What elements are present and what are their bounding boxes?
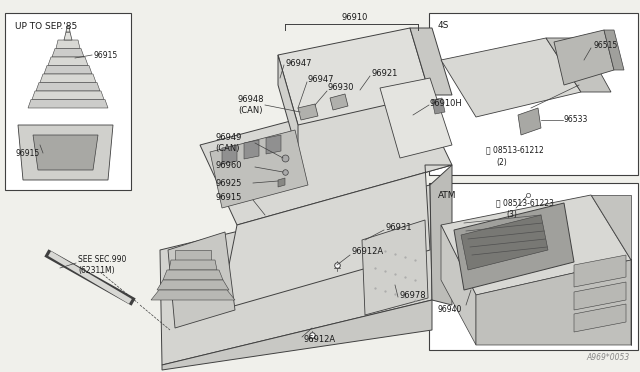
Polygon shape <box>432 98 445 114</box>
Text: 96925: 96925 <box>215 179 241 187</box>
Polygon shape <box>40 74 96 83</box>
Polygon shape <box>454 203 574 290</box>
Polygon shape <box>220 165 452 310</box>
Text: 4S: 4S <box>438 20 449 29</box>
Text: (62311M): (62311M) <box>78 266 115 275</box>
Text: 96915: 96915 <box>93 51 117 60</box>
Text: 96910: 96910 <box>342 13 368 22</box>
Text: (CAN): (CAN) <box>215 144 239 153</box>
Text: A969*0053: A969*0053 <box>587 353 630 362</box>
Polygon shape <box>441 195 631 295</box>
Text: 96921: 96921 <box>372 68 398 77</box>
Polygon shape <box>169 260 217 270</box>
Polygon shape <box>604 30 624 70</box>
Polygon shape <box>441 38 581 117</box>
Polygon shape <box>476 260 631 345</box>
Polygon shape <box>518 108 541 135</box>
Text: 96915: 96915 <box>15 148 39 157</box>
Polygon shape <box>28 99 108 108</box>
Text: 96910H: 96910H <box>430 99 463 108</box>
Polygon shape <box>574 304 626 332</box>
Text: ATM: ATM <box>438 190 456 199</box>
Polygon shape <box>362 220 428 315</box>
Polygon shape <box>546 38 611 92</box>
Text: 96978: 96978 <box>400 291 427 299</box>
Polygon shape <box>52 48 84 57</box>
Text: 96960: 96960 <box>215 160 241 170</box>
Polygon shape <box>160 185 432 365</box>
Polygon shape <box>574 255 626 287</box>
Polygon shape <box>574 282 626 310</box>
Polygon shape <box>278 55 298 155</box>
Text: 96515: 96515 <box>593 41 617 49</box>
Bar <box>5 13 131 190</box>
Text: 96533: 96533 <box>564 115 588 125</box>
Text: 96912A: 96912A <box>352 247 384 257</box>
Polygon shape <box>64 32 72 40</box>
Polygon shape <box>330 94 348 110</box>
Polygon shape <box>44 65 92 74</box>
Polygon shape <box>244 140 259 159</box>
Bar <box>429 183 638 350</box>
Polygon shape <box>157 280 229 290</box>
Text: 96947: 96947 <box>285 58 312 67</box>
Polygon shape <box>210 130 308 208</box>
Text: 96949: 96949 <box>215 134 241 142</box>
Text: (3): (3) <box>506 209 517 218</box>
Text: 96940: 96940 <box>438 305 462 314</box>
Polygon shape <box>162 300 432 370</box>
Polygon shape <box>298 104 318 120</box>
Polygon shape <box>410 28 452 95</box>
Text: 96948: 96948 <box>238 96 264 105</box>
Polygon shape <box>36 83 100 91</box>
Text: UP TO SEP.'85: UP TO SEP.'85 <box>15 22 77 31</box>
Text: 96915: 96915 <box>215 193 241 202</box>
Polygon shape <box>66 26 70 32</box>
Polygon shape <box>32 91 104 99</box>
Polygon shape <box>18 125 113 180</box>
Polygon shape <box>430 165 452 305</box>
Polygon shape <box>278 28 430 125</box>
Text: 96947: 96947 <box>308 76 335 84</box>
Text: Ⓢ 08513-61212: Ⓢ 08513-61212 <box>486 145 544 154</box>
Polygon shape <box>380 78 452 158</box>
Text: (2): (2) <box>496 157 507 167</box>
Text: (CAN): (CAN) <box>238 106 262 115</box>
Polygon shape <box>175 250 211 260</box>
Text: 96912A: 96912A <box>304 336 336 344</box>
Polygon shape <box>56 40 80 48</box>
Polygon shape <box>163 270 223 280</box>
Text: SEE SEC.990: SEE SEC.990 <box>78 256 126 264</box>
Polygon shape <box>266 135 281 154</box>
Polygon shape <box>48 57 88 65</box>
Text: Ⓢ 08513-61223: Ⓢ 08513-61223 <box>496 199 554 208</box>
Polygon shape <box>441 225 476 345</box>
Polygon shape <box>461 215 548 270</box>
Polygon shape <box>200 88 452 225</box>
Polygon shape <box>222 145 237 164</box>
Text: 96931: 96931 <box>386 224 413 232</box>
Text: 96930: 96930 <box>328 83 355 93</box>
Polygon shape <box>168 232 235 328</box>
Bar <box>429 13 638 175</box>
Polygon shape <box>278 178 285 187</box>
Polygon shape <box>591 195 631 345</box>
Polygon shape <box>151 290 235 300</box>
Polygon shape <box>554 30 614 85</box>
Polygon shape <box>33 135 98 170</box>
